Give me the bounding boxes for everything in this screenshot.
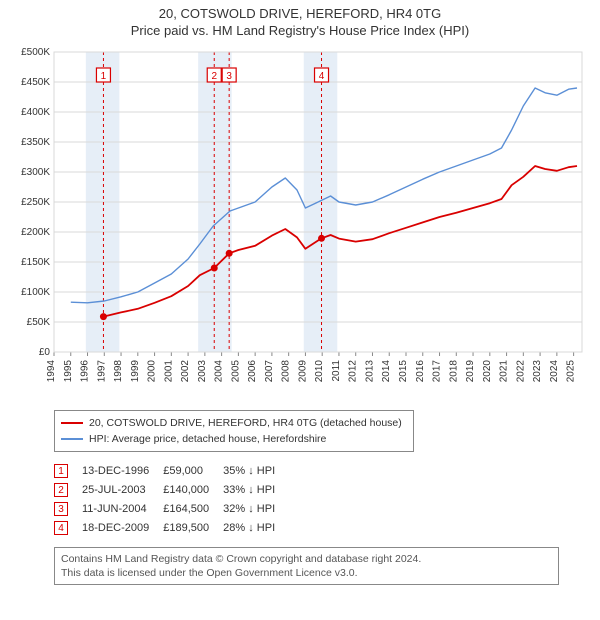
svg-text:2004: 2004 [214,360,225,383]
svg-text:2007: 2007 [264,360,275,383]
sale-pct: 35% ↓ HPI [223,463,289,479]
svg-text:2025: 2025 [566,360,577,383]
svg-text:2018: 2018 [448,360,459,383]
chart-subtitle: Price paid vs. HM Land Registry's House … [8,23,592,38]
sale-date: 18-DEC-2009 [82,520,163,536]
svg-text:£450K: £450K [21,77,50,88]
sale-marker: 4 [54,521,68,535]
svg-text:2011: 2011 [331,360,342,382]
sales-table: 1 13-DEC-1996£59,00035% ↓ HPI 2 25-JUL-2003… [54,460,289,539]
svg-text:1997: 1997 [96,360,107,383]
sale-marker: 3 [54,502,68,516]
svg-text:£50K: £50K [27,317,51,328]
footer-line2: This data is licensed under the Open Gov… [61,567,358,579]
legend: 20, COTSWOLD DRIVE, HEREFORD, HR4 0TG (d… [54,410,414,452]
chart-container: 20, COTSWOLD DRIVE, HEREFORD, HR4 0TG Pr… [0,0,600,620]
sales-row: 1 13-DEC-1996£59,00035% ↓ HPI [54,463,289,479]
svg-text:2001: 2001 [163,360,174,383]
sales-row: 2 25-JUL-2003£140,00033% ↓ HPI [54,482,289,498]
svg-text:2021: 2021 [499,360,510,383]
svg-text:£400K: £400K [21,107,50,118]
svg-text:2006: 2006 [247,360,258,383]
svg-text:2016: 2016 [415,360,426,383]
chart-plot-area: £0 £50K £100K £150K £200K £250K £300K £350K £400… [8,44,592,402]
sale-pct: 33% ↓ HPI [223,482,289,498]
svg-text:£150K: £150K [21,257,50,268]
sale-pct: 32% ↓ HPI [223,501,289,517]
sale-price: £164,500 [163,501,223,517]
svg-text:£250K: £250K [21,197,50,208]
svg-text:1: 1 [101,71,107,82]
svg-text:2024: 2024 [549,360,560,383]
sale-price: £189,500 [163,520,223,536]
arrow-down-icon: ↓ [248,503,254,515]
svg-text:2003: 2003 [197,360,208,383]
svg-text:1995: 1995 [63,360,74,383]
sale-date: 11-JUN-2004 [82,501,163,517]
svg-text:£500K: £500K [21,47,50,58]
svg-text:2: 2 [211,71,217,82]
svg-text:2012: 2012 [348,360,359,383]
svg-text:2019: 2019 [465,360,476,383]
svg-text:2022: 2022 [515,360,526,383]
legend-swatch-property [61,422,83,424]
sale-pct: 28% ↓ HPI [223,520,289,536]
svg-text:3: 3 [226,71,232,82]
svg-text:4: 4 [319,71,325,82]
price-chart: £0 £50K £100K £150K £200K £250K £300K £350K £400… [8,44,592,402]
svg-text:2010: 2010 [314,360,325,383]
svg-text:2013: 2013 [364,360,375,383]
chart-title: 20, COTSWOLD DRIVE, HEREFORD, HR4 0TG [8,6,592,21]
legend-swatch-hpi [61,438,83,440]
arrow-down-icon: ↓ [248,484,254,496]
sale-marker: 1 [54,464,68,478]
svg-text:£350K: £350K [21,137,50,148]
sale-price: £140,000 [163,482,223,498]
svg-text:2014: 2014 [381,360,392,383]
svg-text:1999: 1999 [130,360,141,383]
sale-date: 13-DEC-1996 [82,463,163,479]
svg-text:2008: 2008 [281,360,292,383]
legend-label-property: 20, COTSWOLD DRIVE, HEREFORD, HR4 0TG (d… [89,417,402,429]
sale-marker: 2 [54,483,68,497]
arrow-down-icon: ↓ [248,465,254,477]
sale-date: 25-JUL-2003 [82,482,163,498]
sales-row: 4 18-DEC-2009£189,50028% ↓ HPI [54,520,289,536]
legend-item-hpi: HPI: Average price, detached house, Here… [61,431,407,447]
svg-text:2009: 2009 [297,360,308,383]
chart-titles: 20, COTSWOLD DRIVE, HEREFORD, HR4 0TG Pr… [8,6,592,38]
footer-line1: Contains HM Land Registry data © Crown c… [61,553,421,565]
svg-text:2020: 2020 [482,360,493,383]
sale-price: £59,000 [163,463,223,479]
svg-text:1994: 1994 [46,360,57,383]
footer-attribution: Contains HM Land Registry data © Crown c… [54,547,559,585]
svg-text:£0: £0 [39,347,51,358]
svg-text:2015: 2015 [398,360,409,383]
svg-text:2005: 2005 [230,360,241,383]
svg-text:£200K: £200K [21,227,50,238]
legend-label-hpi: HPI: Average price, detached house, Here… [89,433,326,445]
legend-item-property: 20, COTSWOLD DRIVE, HEREFORD, HR4 0TG (d… [61,415,407,431]
svg-text:£100K: £100K [21,287,50,298]
svg-text:2002: 2002 [180,360,191,383]
svg-text:2023: 2023 [532,360,543,383]
svg-text:2000: 2000 [147,360,158,383]
sales-row: 3 11-JUN-2004£164,50032% ↓ HPI [54,501,289,517]
svg-text:£300K: £300K [21,167,50,178]
svg-text:2017: 2017 [432,360,443,383]
svg-text:1996: 1996 [80,360,91,383]
arrow-down-icon: ↓ [248,522,254,534]
svg-text:1998: 1998 [113,360,124,383]
